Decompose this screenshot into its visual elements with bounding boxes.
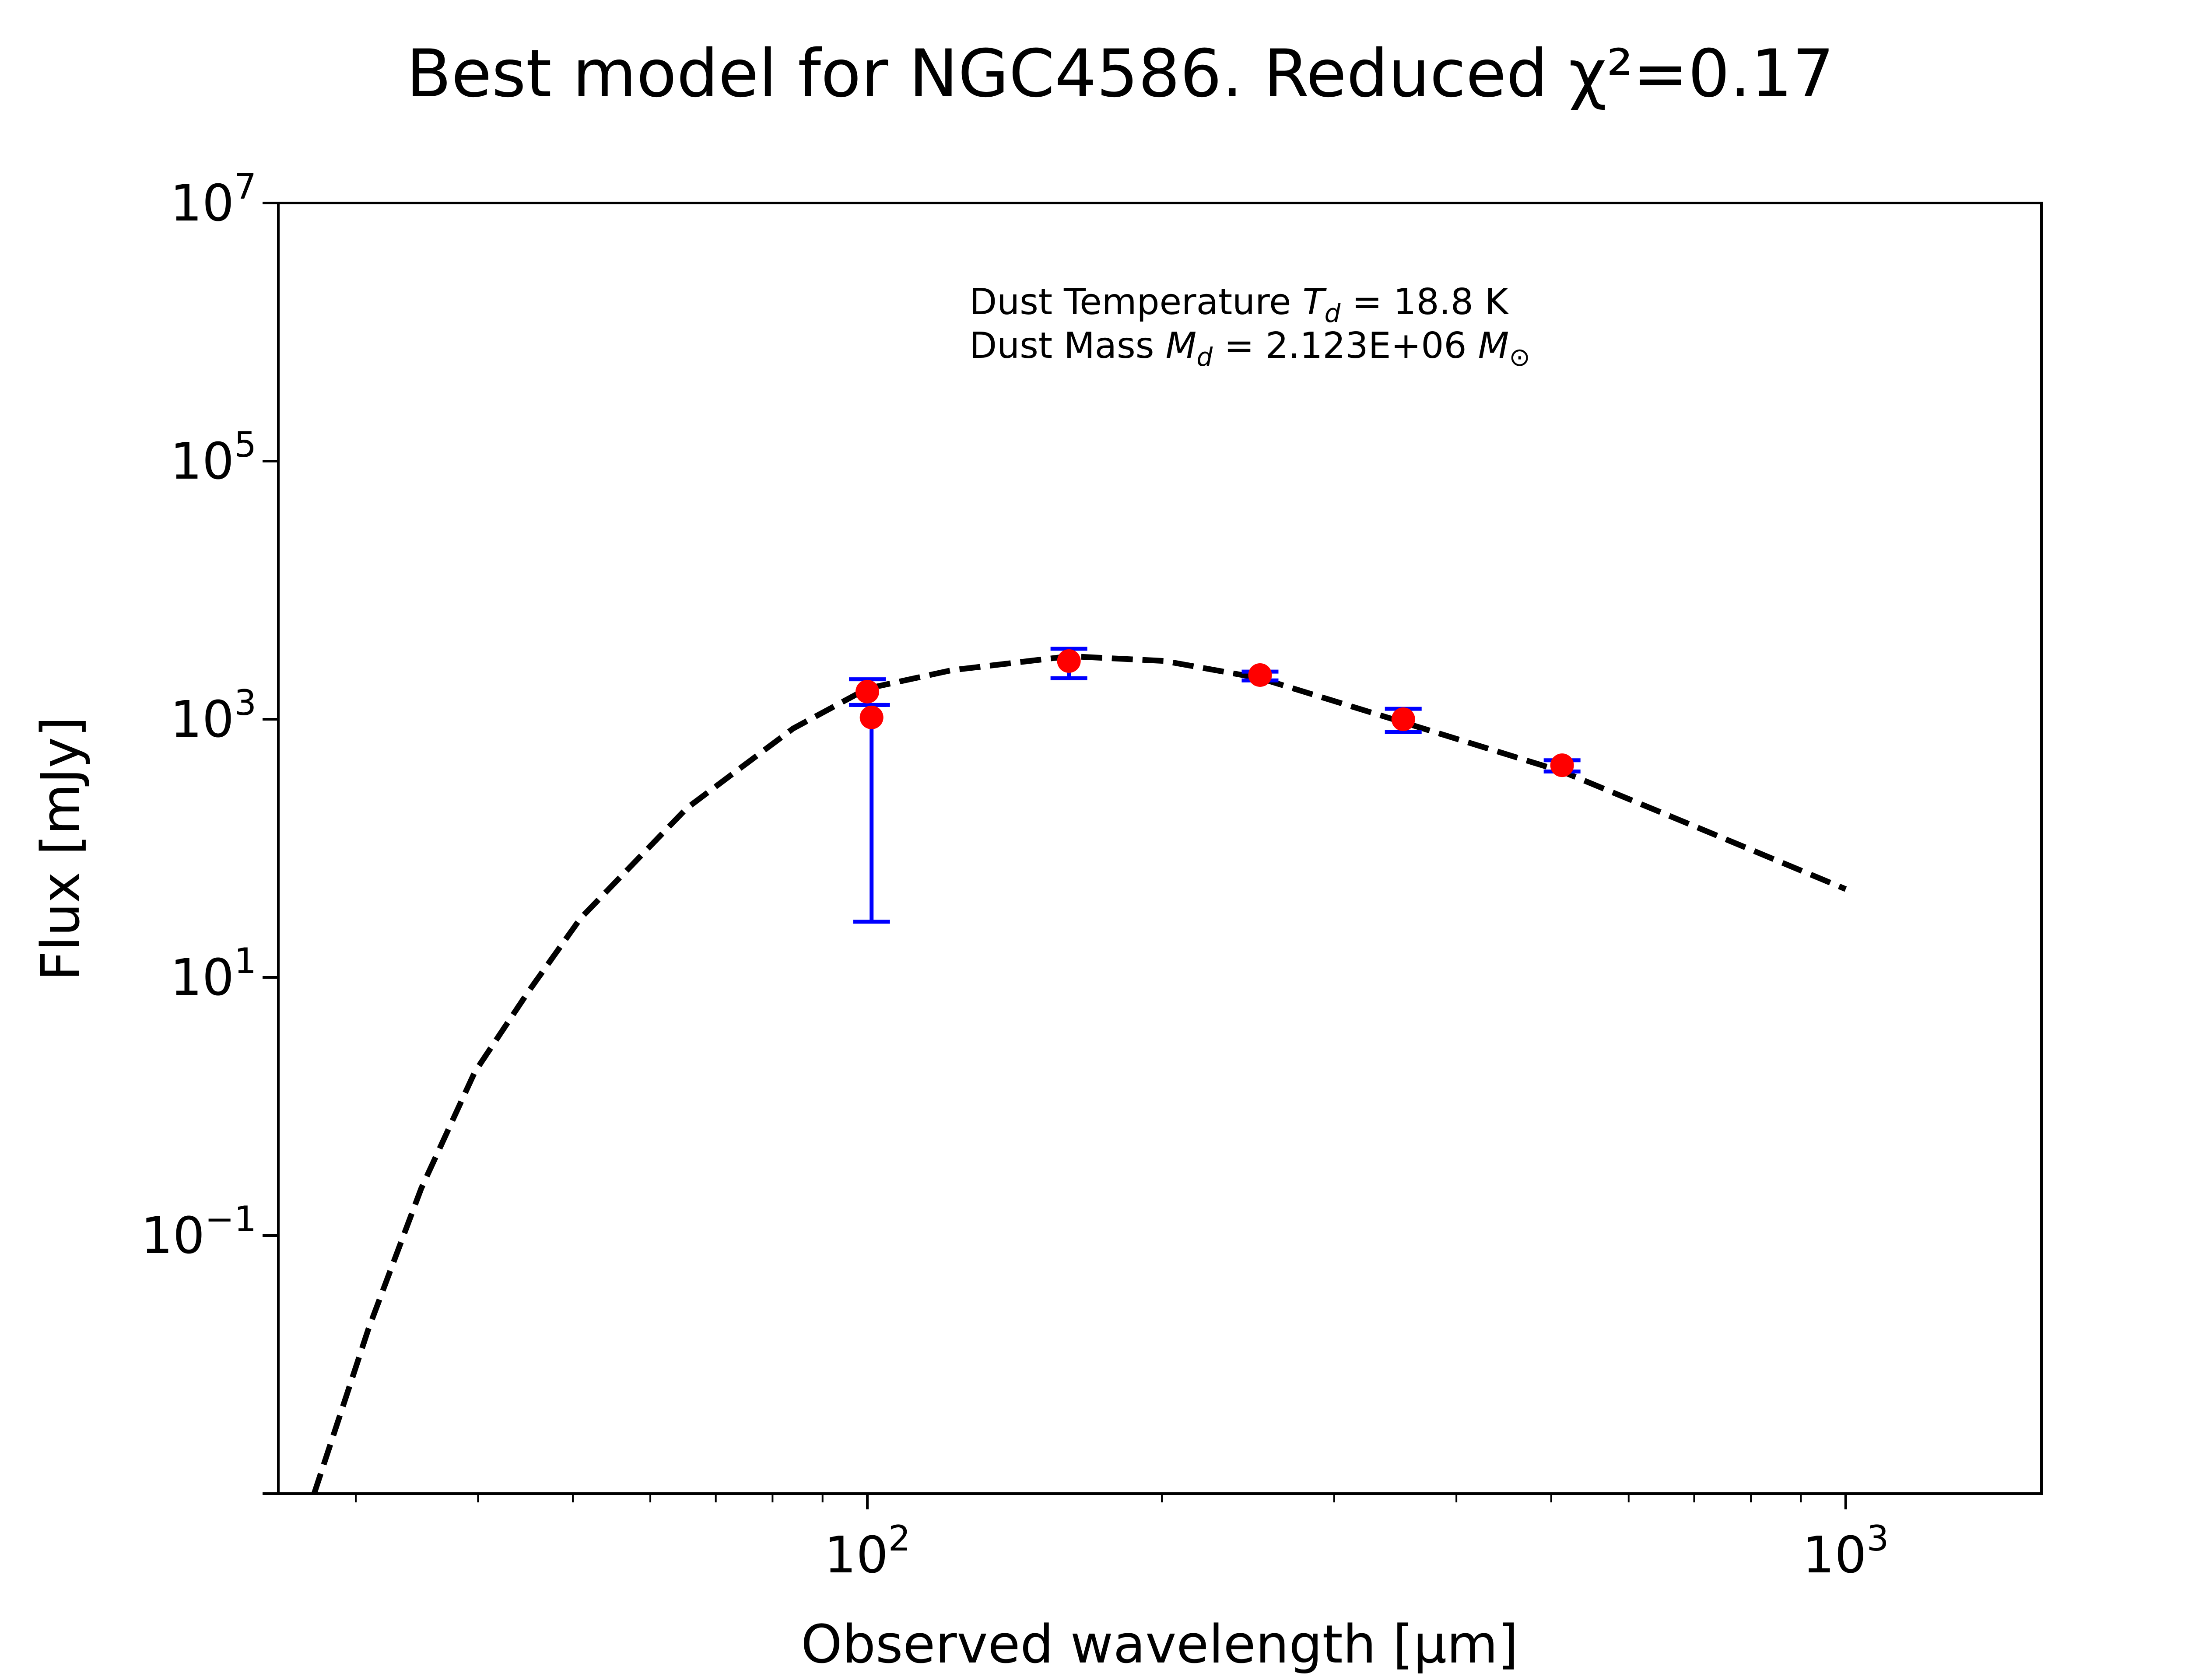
y-tick-label: 101 <box>170 941 256 1007</box>
axes-frame <box>277 202 2043 1495</box>
data-point <box>1248 663 1272 687</box>
y-tick-label: 10−1 <box>141 1199 256 1265</box>
y-tick-label: 103 <box>170 682 256 749</box>
x-axis-label: Observed wavelength [μm] <box>801 1614 1518 1675</box>
model-curve <box>311 653 1847 1495</box>
x-tick-label: 103 <box>1802 1518 1889 1585</box>
data-point <box>856 679 880 704</box>
y-tick-label: 105 <box>170 424 256 491</box>
data-point <box>1057 649 1081 673</box>
y-axis-label: Flux [mJy] <box>31 717 91 981</box>
data-point <box>859 705 884 729</box>
y-tick-label: 107 <box>170 166 256 233</box>
data-point <box>1550 753 1574 777</box>
annotation-line2: Dust Mass Md = 2.123E+06 M⊙ <box>969 325 1530 372</box>
plot-area: 102 103 107 105 103 101 10−1 Dust Temperature T… <box>141 166 2043 1585</box>
x-tick-label: 102 <box>824 1518 910 1585</box>
data-point <box>1391 707 1415 731</box>
chart-title: Best model for NGC4586. Reduced χ²=0.17 <box>407 36 1834 112</box>
annotation-line1: Dust Temperature Td = 18.8 K <box>969 281 1509 328</box>
